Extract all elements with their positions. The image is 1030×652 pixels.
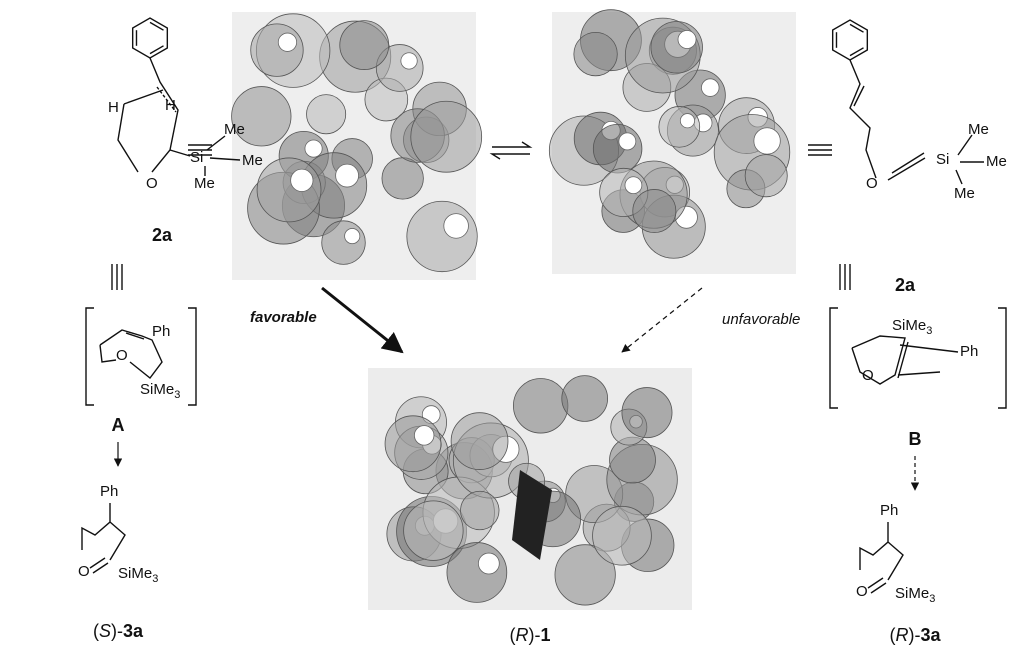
atom-sphere — [593, 506, 652, 565]
unfavorable-arrow — [622, 288, 702, 352]
equivalence — [808, 145, 832, 155]
hydrogen-sphere — [305, 140, 322, 157]
atom-sphere — [593, 124, 642, 173]
atom: Ph — [880, 502, 898, 519]
compound-label: 2a — [152, 225, 173, 245]
scheme: favorable unfavorable (R)-1 H H Si Me Me… — [0, 0, 1030, 652]
atom: Me — [986, 153, 1007, 170]
hydrogen-sphere — [401, 53, 417, 69]
hydrogen-sphere — [278, 33, 296, 51]
atom: O — [116, 347, 128, 364]
product-label: (R)-1 — [509, 625, 550, 645]
atom-sphere — [404, 501, 464, 561]
equilibrium-arrow — [492, 142, 530, 147]
atom-sphere — [447, 543, 507, 603]
atom-sphere — [633, 189, 676, 232]
ring-double-bond — [850, 48, 864, 56]
atom-sphere — [745, 155, 787, 197]
atom-sphere — [385, 416, 441, 472]
atom-sphere — [322, 221, 366, 265]
atom: Me — [224, 121, 245, 138]
atom: Si — [190, 149, 203, 166]
atom: Ph — [152, 323, 170, 340]
atom: Me — [194, 175, 215, 192]
atom: Me — [968, 121, 989, 138]
hydrogen-sphere — [619, 133, 636, 150]
hydrogen-sphere — [291, 169, 313, 191]
hydrogen-sphere — [678, 30, 696, 48]
hydrogen-sphere — [625, 177, 642, 194]
intermediate-label: A — [112, 415, 125, 435]
atom: O — [862, 367, 874, 384]
atom: SiMe3 — [118, 565, 158, 585]
hydrogen-sphere — [478, 553, 499, 574]
product-label: (S)-3a — [93, 621, 144, 641]
equivalence — [840, 264, 850, 290]
product-label: (R)-3a — [889, 625, 941, 645]
atom: O — [146, 175, 158, 192]
atom-sphere — [622, 388, 672, 438]
ring-double-bond — [150, 22, 164, 30]
atom-sphere — [307, 95, 346, 134]
atom-sphere — [382, 158, 423, 199]
atom: SiMe3 — [892, 317, 932, 337]
hydrogen-sphere — [345, 228, 360, 243]
atom-sphere — [407, 201, 477, 271]
equivalence — [112, 264, 122, 290]
hydrogen-sphere — [680, 114, 694, 128]
ring — [833, 20, 868, 60]
atom: O — [866, 175, 878, 192]
hydrogen-sphere — [754, 128, 780, 154]
atom-sphere — [513, 379, 568, 434]
atom: Me — [242, 152, 263, 169]
hydrogen-sphere — [701, 79, 719, 97]
atom-sphere — [257, 158, 321, 222]
atom-sphere — [451, 413, 508, 470]
hydrogen-sphere — [444, 214, 469, 239]
atom-sphere — [251, 24, 303, 76]
intermediate-label: B — [909, 429, 922, 449]
atom-sphere — [340, 21, 389, 70]
atom-sphere — [659, 106, 700, 147]
atom-sphere — [461, 491, 500, 530]
equilibrium-arrow — [492, 154, 530, 159]
atom: Ph — [960, 343, 978, 360]
structure-bonds — [118, 58, 240, 176]
compound-label: 2a — [895, 275, 916, 295]
atom: Si — [936, 151, 949, 168]
hydrogen-sphere — [336, 164, 359, 187]
atom-sphere — [574, 32, 617, 75]
unfavorable-label: unfavorable — [722, 311, 800, 328]
atom: SiMe3 — [140, 381, 180, 401]
ring — [133, 18, 168, 58]
atom: Ph — [100, 483, 118, 500]
atom: O — [78, 563, 90, 580]
atom: H — [108, 99, 119, 116]
ring-double-bond — [850, 24, 864, 32]
structure-bonds — [850, 60, 984, 184]
favorable-label: favorable — [250, 309, 317, 326]
atom: H — [165, 97, 176, 114]
hydrogen-sphere — [414, 426, 434, 446]
atom: Me — [954, 185, 975, 202]
atom: O — [856, 583, 868, 600]
ring-double-bond — [150, 46, 164, 54]
favorable-arrow — [322, 288, 402, 352]
atom-sphere — [562, 376, 608, 422]
atom: SiMe3 — [895, 585, 935, 605]
atom-sphere — [651, 21, 703, 73]
atom-sphere — [411, 101, 482, 172]
